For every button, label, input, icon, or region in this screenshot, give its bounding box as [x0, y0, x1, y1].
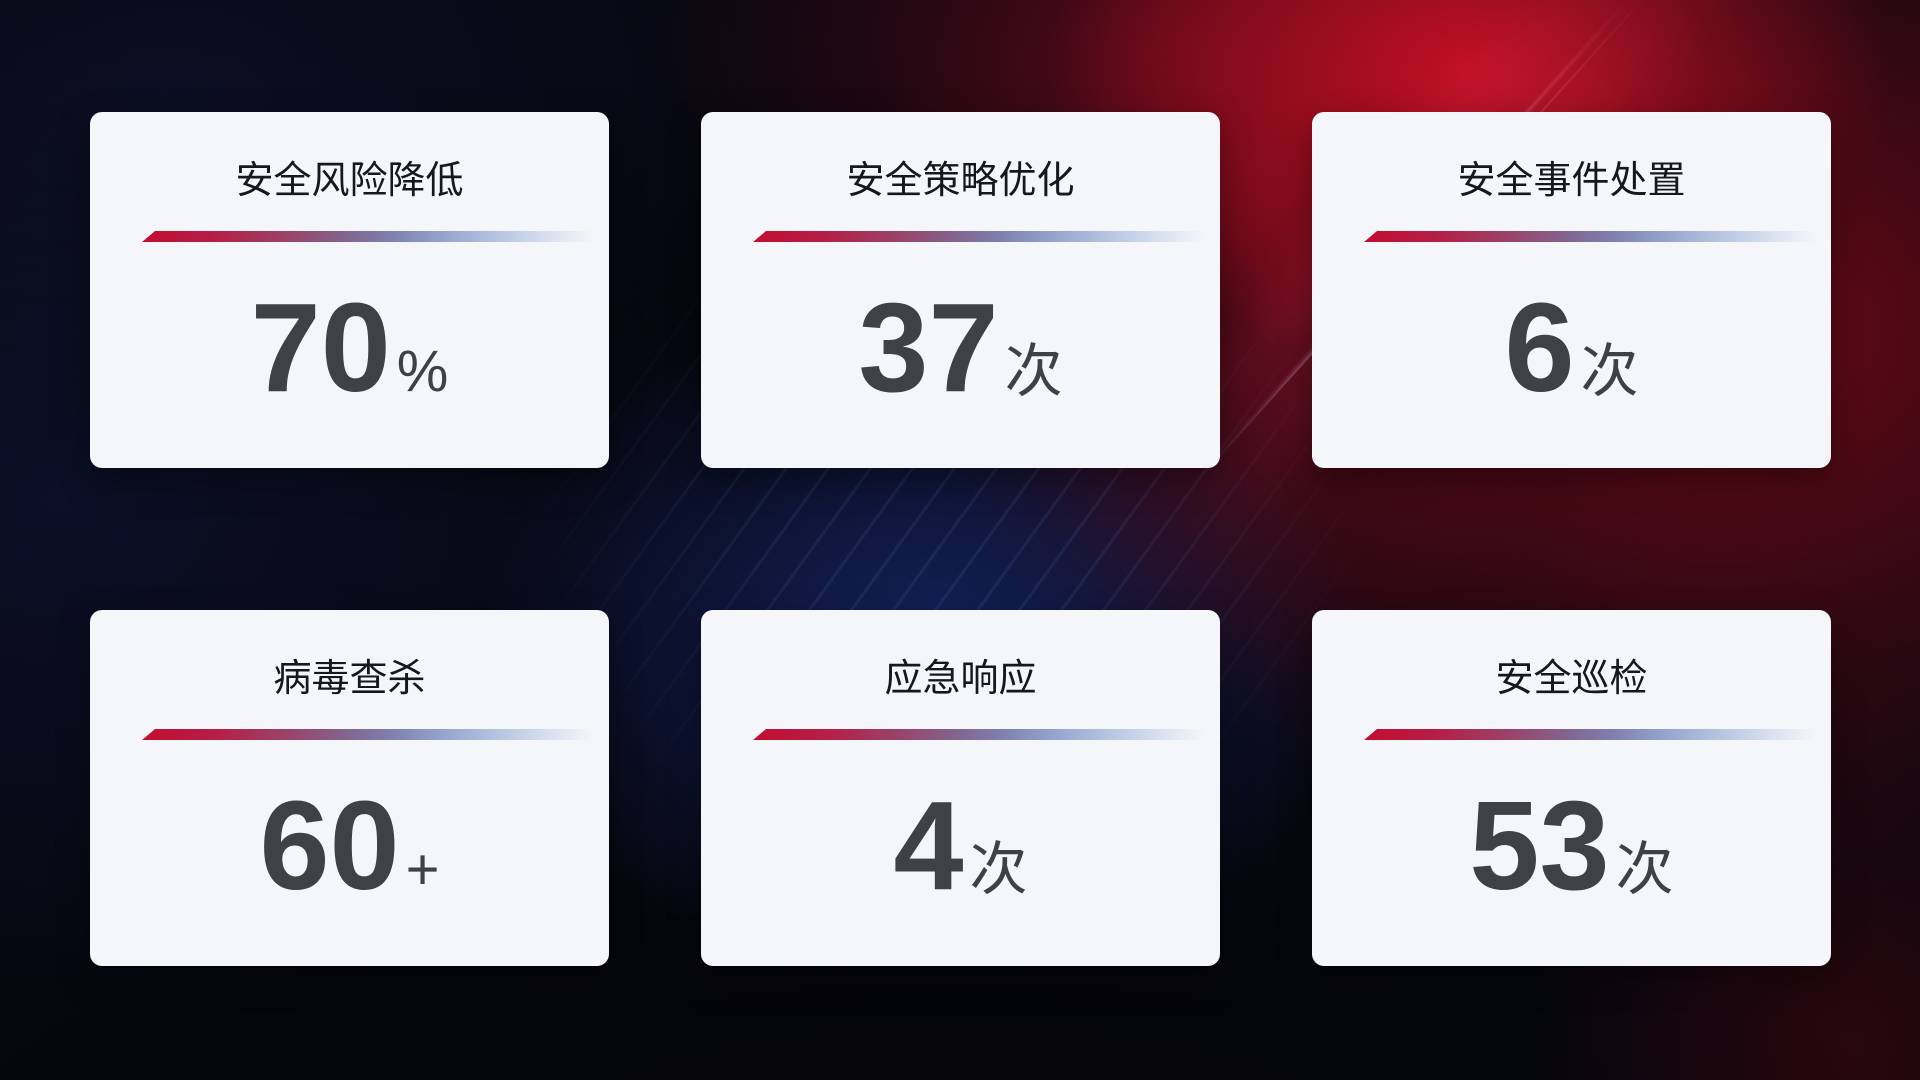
- gradient-divider: [142, 729, 593, 740]
- gradient-divider: [1364, 729, 1815, 740]
- card-value-row: 60 +: [90, 740, 609, 966]
- card-value-row: 70 %: [90, 242, 609, 468]
- card-value: 37: [858, 277, 999, 418]
- card-title: 安全策略优化: [846, 160, 1075, 202]
- card-value-row: 37 次: [701, 242, 1220, 468]
- card-title: 应急响应: [884, 658, 1037, 700]
- gradient-divider: [1364, 231, 1815, 242]
- stat-card-policy-optimization: 安全策略优化 37 次: [701, 112, 1220, 468]
- card-value: 70: [250, 277, 391, 418]
- stat-card-virus-scan: 病毒查杀 60 +: [90, 610, 609, 966]
- card-unit: 次: [1004, 339, 1063, 404]
- card-value-row: 6 次: [1312, 242, 1831, 468]
- card-value-row: 53 次: [1312, 740, 1831, 966]
- card-value-row: 4 次: [701, 740, 1220, 966]
- card-value: 6: [1504, 277, 1575, 418]
- stat-card-risk-reduction: 安全风险降低 70 %: [90, 112, 609, 468]
- card-value: 60: [259, 775, 400, 916]
- gradient-divider: [753, 729, 1204, 740]
- card-title: 病毒查杀: [273, 658, 426, 700]
- stat-card-security-inspection: 安全巡检 53 次: [1312, 610, 1831, 966]
- card-unit: +: [405, 837, 440, 902]
- card-title: 安全事件处置: [1457, 160, 1686, 202]
- card-unit: 次: [1615, 837, 1674, 902]
- card-value: 4: [893, 775, 964, 916]
- card-unit: 次: [969, 837, 1028, 902]
- card-title: 安全巡检: [1495, 658, 1648, 700]
- stat-card-emergency-response: 应急响应 4 次: [701, 610, 1220, 966]
- gradient-divider: [753, 231, 1204, 242]
- card-unit: %: [396, 339, 449, 404]
- gradient-divider: [142, 231, 593, 242]
- card-unit: 次: [1580, 339, 1639, 404]
- stat-card-incident-handling: 安全事件处置 6 次: [1312, 112, 1831, 468]
- card-value: 53: [1469, 775, 1610, 916]
- card-title: 安全风险降低: [235, 160, 464, 202]
